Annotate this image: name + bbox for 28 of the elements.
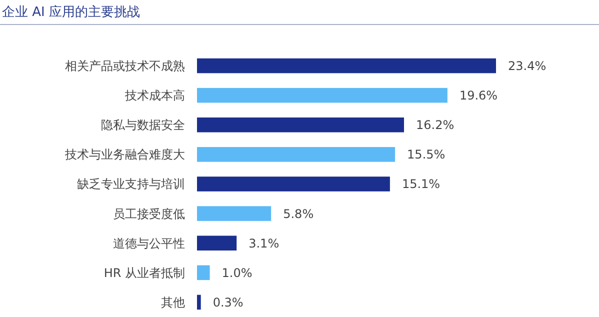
y-tick-label: 相关产品或技术不成熟 [65, 58, 185, 73]
bar [197, 88, 448, 103]
bar [197, 176, 390, 192]
bar [197, 265, 210, 280]
bar [197, 118, 404, 132]
y-tick-label: 员工接受度低 [113, 206, 185, 221]
bar [197, 206, 272, 221]
y-tick-label: 其他 [161, 295, 185, 310]
data-label: 19.6% [459, 88, 498, 103]
data-label: 1.0% [222, 266, 252, 280]
bar [197, 294, 201, 310]
data-label: 0.3% [212, 295, 244, 310]
y-tick-label: HR 从业者抵制 [104, 266, 185, 280]
y-tick-label: 技术成本高 [124, 88, 185, 103]
data-label: 15.5% [407, 148, 446, 162]
data-label: 3.1% [248, 236, 280, 250]
y-tick-label: 隐私与数据安全 [101, 118, 185, 132]
y-tick-label: 缺乏专业支持与培训 [77, 177, 185, 192]
data-label: 23.4% [508, 58, 546, 73]
bar [197, 147, 396, 162]
y-tick-label: 道德与公平性 [113, 236, 185, 250]
y-tick-label: 技术与业务融合难度大 [64, 148, 185, 162]
text: 企业 AI 应用的主要挑战 [2, 4, 140, 20]
bar [197, 58, 496, 74]
data-label: 5.8% [283, 206, 314, 221]
data-label: 16.2% [416, 118, 454, 132]
bar [197, 236, 237, 250]
data-label: 15.1% [402, 177, 440, 192]
